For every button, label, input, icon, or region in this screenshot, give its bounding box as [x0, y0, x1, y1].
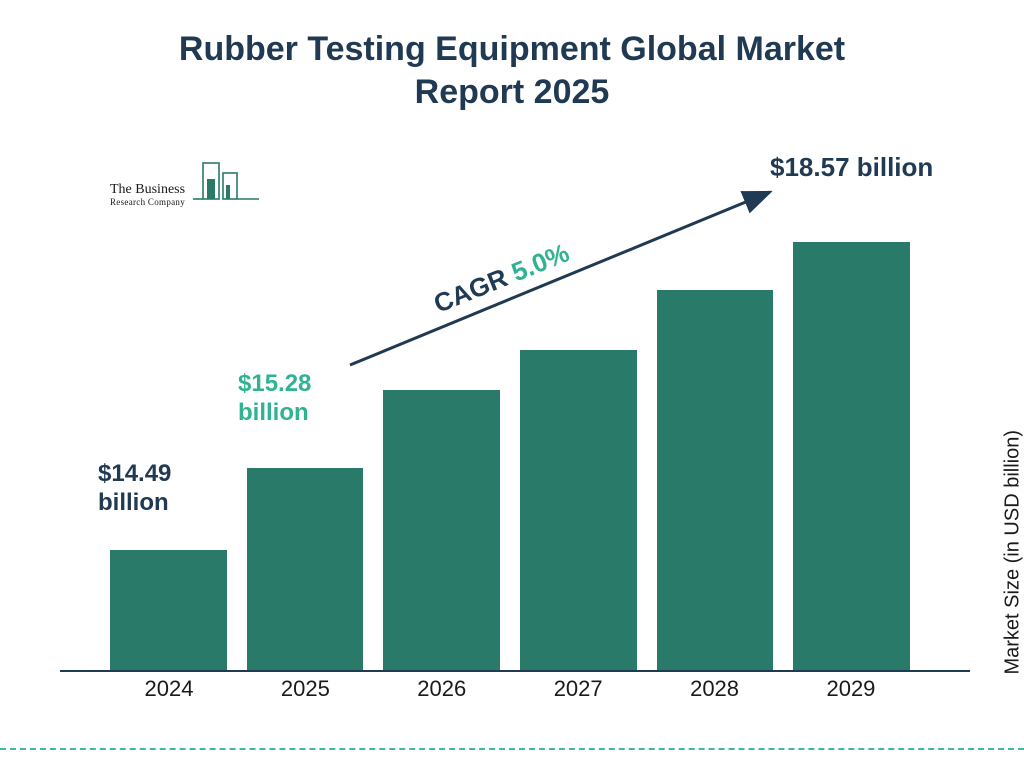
footer-divider	[0, 748, 1024, 750]
bar-group	[100, 240, 920, 670]
x-axis-labels: 2024 2025 2026 2027 2028 2029	[100, 676, 920, 702]
y-axis-label: Market Size (in USD billion)	[1002, 430, 1024, 675]
bar-chart	[100, 240, 920, 670]
bar-2029	[793, 242, 910, 670]
callout-2025-l1: $15.28	[238, 370, 311, 399]
logo-line2: Research Company	[110, 198, 185, 207]
callout-2025-l2: billion	[238, 399, 311, 428]
callout-2024-l1: $14.49	[98, 460, 171, 489]
bar-2026	[383, 390, 500, 670]
callout-2024: $14.49 billion	[98, 460, 171, 518]
company-logo: The Business Research Company	[110, 155, 263, 207]
xlabel-2025: 2025	[246, 676, 364, 702]
bar-2027	[520, 350, 637, 670]
xlabel-2028: 2028	[656, 676, 774, 702]
page-title: Rubber Testing Equipment Global Market R…	[0, 0, 1024, 113]
logo-line1: The Business	[110, 183, 185, 198]
bar-2025	[247, 468, 364, 670]
callout-2025: $15.28 billion	[238, 370, 311, 428]
bar-2028	[657, 290, 774, 670]
bar-2024	[110, 550, 227, 670]
title-line1: Rubber Testing Equipment Global Market	[179, 30, 845, 68]
buildings-icon	[193, 155, 263, 207]
callout-2024-l2: billion	[98, 489, 171, 518]
callout-2029: $18.57 billion	[770, 152, 933, 183]
xlabel-2027: 2027	[519, 676, 637, 702]
xlabel-2026: 2026	[383, 676, 501, 702]
title-line2: Report 2025	[415, 73, 610, 111]
chart-baseline	[60, 670, 970, 672]
xlabel-2029: 2029	[792, 676, 910, 702]
xlabel-2024: 2024	[110, 676, 228, 702]
logo-text: The Business Research Company	[110, 183, 185, 207]
callout-2029-l1: $18.57 billion	[770, 152, 933, 183]
